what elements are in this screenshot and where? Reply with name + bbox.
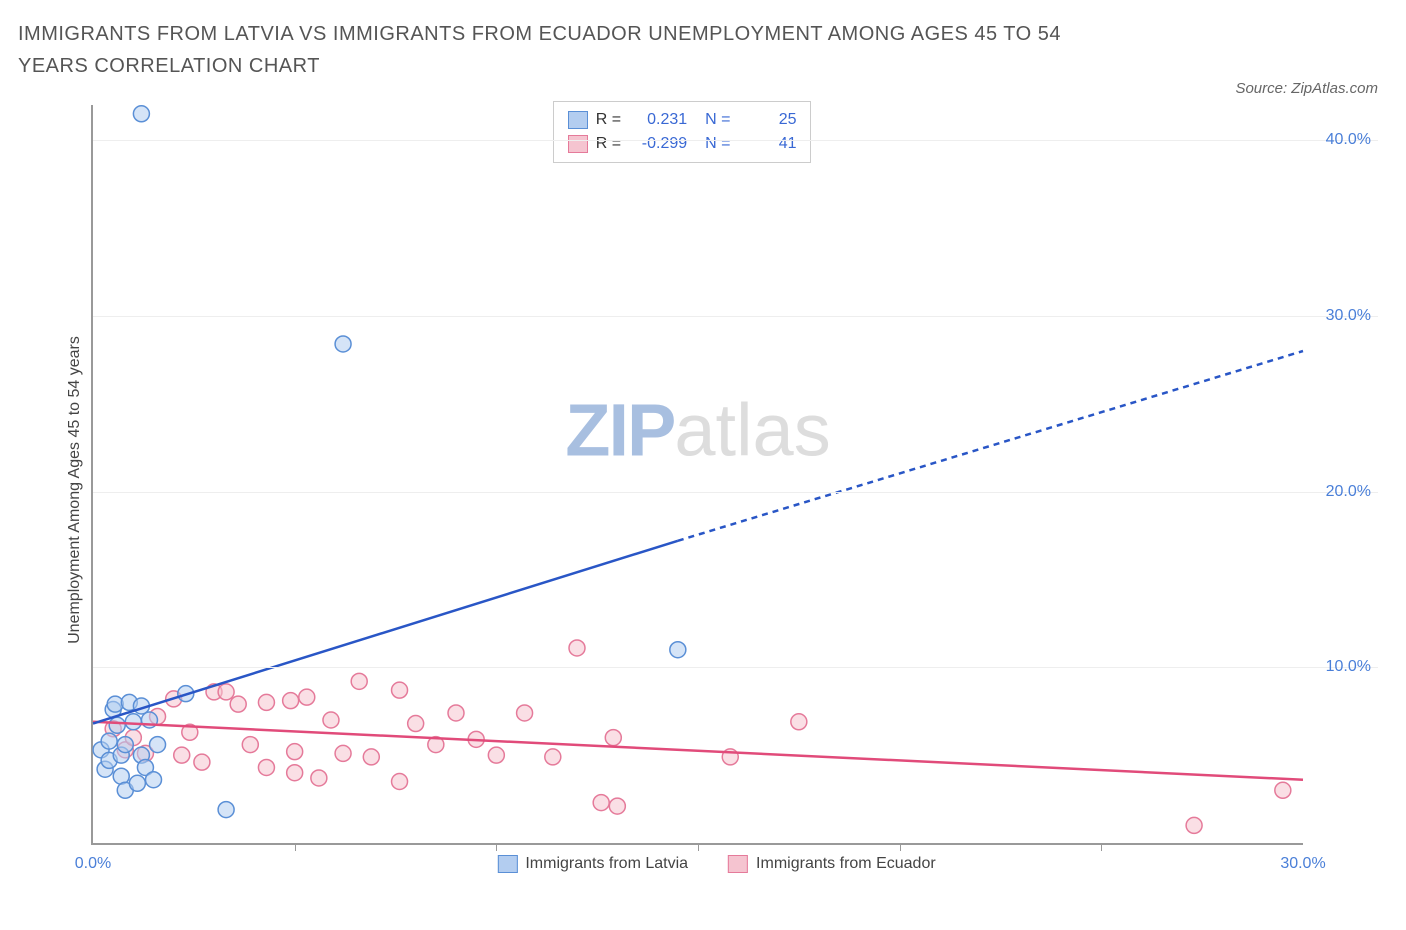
data-point [129,775,145,791]
data-point [605,730,621,746]
r-label: R = [596,132,621,156]
r-value-latvia: 0.231 [629,108,687,132]
y-axis-label: Unemployment Among Ages 45 to 54 years [66,336,84,644]
stats-row-latvia: R = 0.231 N = 25 [568,108,797,132]
r-label: R = [596,108,621,132]
data-point [146,772,162,788]
swatch-latvia [568,111,588,129]
plot-svg [93,105,1303,843]
legend-label-ecuador: Immigrants from Ecuador [756,855,936,873]
y-tick-label: 40.0% [1326,131,1371,149]
data-point [335,745,351,761]
data-point [335,336,351,352]
data-point [448,705,464,721]
data-point [363,749,379,765]
data-point [101,733,117,749]
r-value-ecuador: -0.299 [629,132,687,156]
n-value-latvia: 25 [738,108,796,132]
data-point [133,106,149,122]
data-point [593,795,609,811]
data-point [488,747,504,763]
data-point [392,682,408,698]
data-point [609,798,625,814]
swatch-ecuador [568,135,588,153]
data-point [117,737,133,753]
data-point [258,694,274,710]
series-legend: Immigrants from Latvia Immigrants from E… [497,855,935,873]
data-point [351,673,367,689]
swatch-latvia-btm [497,855,517,873]
stats-legend: R = 0.231 N = 25 R = -0.299 N = 41 [553,101,812,163]
data-point [174,747,190,763]
data-point [408,716,424,732]
regression-line [678,351,1303,541]
data-point [299,689,315,705]
data-point [311,770,327,786]
data-point [109,717,125,733]
data-point [545,749,561,765]
y-tick-label: 20.0% [1326,483,1371,501]
data-point [323,712,339,728]
n-label: N = [705,132,730,156]
source-attribution: Source: ZipAtlas.com [1235,80,1378,97]
data-point [283,693,299,709]
regression-line [93,541,678,724]
data-point [1186,817,1202,833]
x-tick-label: 30.0% [1280,855,1325,873]
data-point [242,737,258,753]
data-point [125,714,141,730]
stats-row-ecuador: R = -0.299 N = 41 [568,132,797,156]
data-point [791,714,807,730]
data-point [218,802,234,818]
data-point [218,684,234,700]
data-point [1275,782,1291,798]
n-value-ecuador: 41 [738,132,796,156]
data-point [392,774,408,790]
x-tick-label: 0.0% [75,855,111,873]
regression-line [93,722,1303,780]
legend-item-ecuador: Immigrants from Ecuador [728,855,936,873]
swatch-ecuador-btm [728,855,748,873]
chart-area: Unemployment Among Ages 45 to 54 years Z… [55,105,1378,875]
y-tick-label: 30.0% [1326,307,1371,325]
data-point [258,759,274,775]
data-point [287,765,303,781]
data-point [569,640,585,656]
plot-region: ZIPatlas R = 0.231 N = 25 R = -0.299 N =… [91,105,1303,845]
data-point [194,754,210,770]
legend-item-latvia: Immigrants from Latvia [497,855,688,873]
y-tick-label: 10.0% [1326,658,1371,676]
data-point [670,642,686,658]
legend-label-latvia: Immigrants from Latvia [525,855,688,873]
data-point [150,737,166,753]
chart-title: IMMIGRANTS FROM LATVIA VS IMMIGRANTS FRO… [18,18,1118,82]
n-label: N = [705,108,730,132]
data-point [517,705,533,721]
data-point [230,696,246,712]
data-point [287,744,303,760]
